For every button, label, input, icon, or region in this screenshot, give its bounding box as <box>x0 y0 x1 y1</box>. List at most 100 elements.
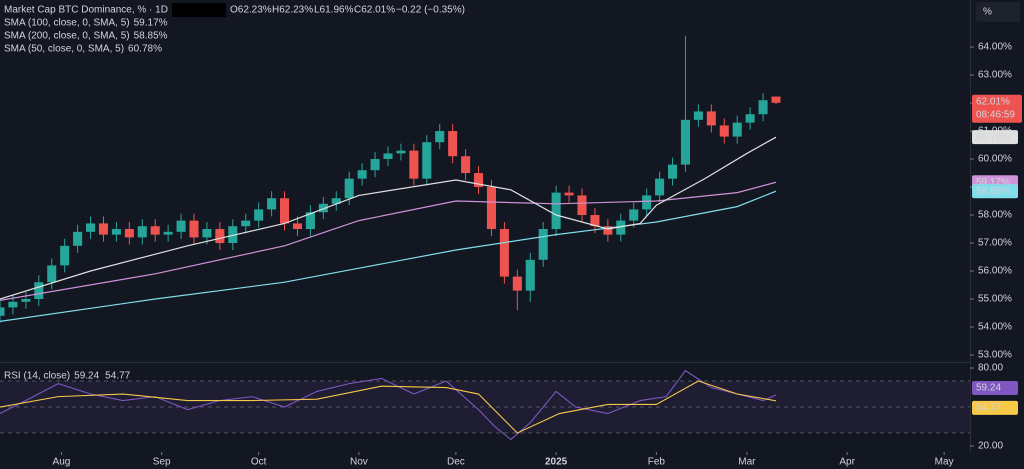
candle-body <box>280 198 290 224</box>
candle-body <box>499 229 509 277</box>
candle-body <box>719 125 729 137</box>
y-tick-label: 58.00% <box>978 210 1012 221</box>
candle-body <box>409 150 419 179</box>
candle-body <box>512 276 522 291</box>
candle-body <box>111 229 121 235</box>
legend-value: 58.85% <box>134 31 168 42</box>
y-tick-label: 57.00% <box>978 238 1012 249</box>
unit-button-label[interactable]: % <box>983 7 992 18</box>
candle-body <box>331 198 341 204</box>
legend-value: 59.17% <box>134 18 168 29</box>
sma-tag <box>972 184 1018 199</box>
candle-body <box>318 203 328 213</box>
sma-line <box>0 181 777 301</box>
rsi-y-tick-label: 80.00 <box>978 363 1003 374</box>
plot <box>0 35 970 441</box>
candle-body <box>590 215 600 227</box>
y-tick-label: 55.00% <box>978 294 1012 305</box>
candle-body <box>525 259 535 291</box>
ohlc-legend: O62.23% <box>230 5 272 16</box>
x-tick-label: 2025 <box>545 457 568 468</box>
candle-body <box>603 226 613 235</box>
candle-body <box>668 164 678 179</box>
y-tick-label: 54.00% <box>978 322 1012 333</box>
candle-body <box>189 220 199 238</box>
price-tag <box>972 94 1022 123</box>
candle-body <box>34 282 44 300</box>
candle-body <box>124 229 134 238</box>
candle-body <box>47 265 57 283</box>
candle-body <box>0 307 5 316</box>
x-tick-label: Nov <box>350 457 368 468</box>
candle-body <box>435 131 445 143</box>
sma-line <box>0 136 777 300</box>
candle-body <box>771 96 781 103</box>
candle-body <box>758 100 768 115</box>
candle-body <box>254 209 264 221</box>
candle-body <box>396 150 406 154</box>
x-tick-label: Dec <box>447 457 465 468</box>
redacted <box>172 3 226 17</box>
ohlc-legend: −0.22 (−0.35%) <box>396 5 465 16</box>
legend-value: 60.78% <box>128 44 162 55</box>
sma-tag-label: 60.78% <box>976 132 1010 143</box>
candle-body <box>8 301 18 308</box>
rsi-line <box>0 369 777 441</box>
candle-body <box>73 231 83 246</box>
candle-body <box>680 119 690 165</box>
rsi-legend: RSI (14, close) <box>4 371 70 382</box>
rsi-line <box>0 380 777 434</box>
ohlc-legend: H62.23% <box>272 5 313 16</box>
ohlc-legend: C62.01% <box>354 5 395 16</box>
legend-label: SMA (200, close, 0, SMA, 5) <box>4 31 130 42</box>
rsi-y-tick-label: 20.00 <box>978 441 1003 452</box>
unit-button[interactable] <box>976 2 1020 22</box>
legend-label: SMA (100, close, 0, SMA, 5) <box>4 18 130 29</box>
candle-body <box>629 209 639 221</box>
y-tick-label: 63.00% <box>978 70 1012 81</box>
y-tick-label: 53.00% <box>978 350 1012 361</box>
rsi-legend-value: 59.24 <box>74 371 99 382</box>
x-tick-label: Sep <box>153 457 171 468</box>
candle-body <box>655 178 665 196</box>
candle-body <box>215 229 225 244</box>
x-tick-label: Mar <box>738 457 756 468</box>
candle-body <box>616 220 626 235</box>
candle-body <box>538 229 548 260</box>
candle-body <box>86 223 96 232</box>
candle-body <box>461 156 471 174</box>
candle-body <box>150 226 160 235</box>
sma-line <box>0 190 777 322</box>
candle-body <box>577 195 587 216</box>
y-tick-label: 60.00% <box>978 154 1012 165</box>
price-tag-label: 62.01% <box>976 96 1010 107</box>
legend-label: SMA (50, close, 0, SMA, 5) <box>4 44 124 55</box>
candle-body <box>98 223 108 235</box>
candle-body <box>305 212 315 230</box>
candle-body <box>693 111 703 120</box>
candle-body <box>137 226 147 238</box>
sma-tag <box>972 130 1018 145</box>
x-tick-label: Apr <box>839 457 855 468</box>
x-tick-label: Oct <box>251 457 267 468</box>
rsi-tag <box>972 381 1018 396</box>
candle-body <box>344 178 354 199</box>
chart-title: Market Cap BTC Dominance, % · 1D · <box>4 5 174 16</box>
candle-body <box>564 192 574 196</box>
candle-body <box>474 173 484 188</box>
candle-body <box>370 159 380 171</box>
candle-body <box>422 142 432 179</box>
candle-body <box>21 299 31 302</box>
candle-body <box>228 226 238 244</box>
countdown: 08:46:59 <box>976 109 1015 120</box>
rsi-tag-label: 54.77 <box>976 402 1001 413</box>
candle-body <box>732 122 742 137</box>
candle-body <box>267 198 277 210</box>
candle-body <box>202 229 212 238</box>
y-tick-label: 64.00% <box>978 42 1012 53</box>
x-tick-label: May <box>935 457 954 468</box>
rsi-legend-value: 54.77 <box>105 371 130 382</box>
candle-body <box>357 170 367 179</box>
candle-body <box>745 114 755 123</box>
